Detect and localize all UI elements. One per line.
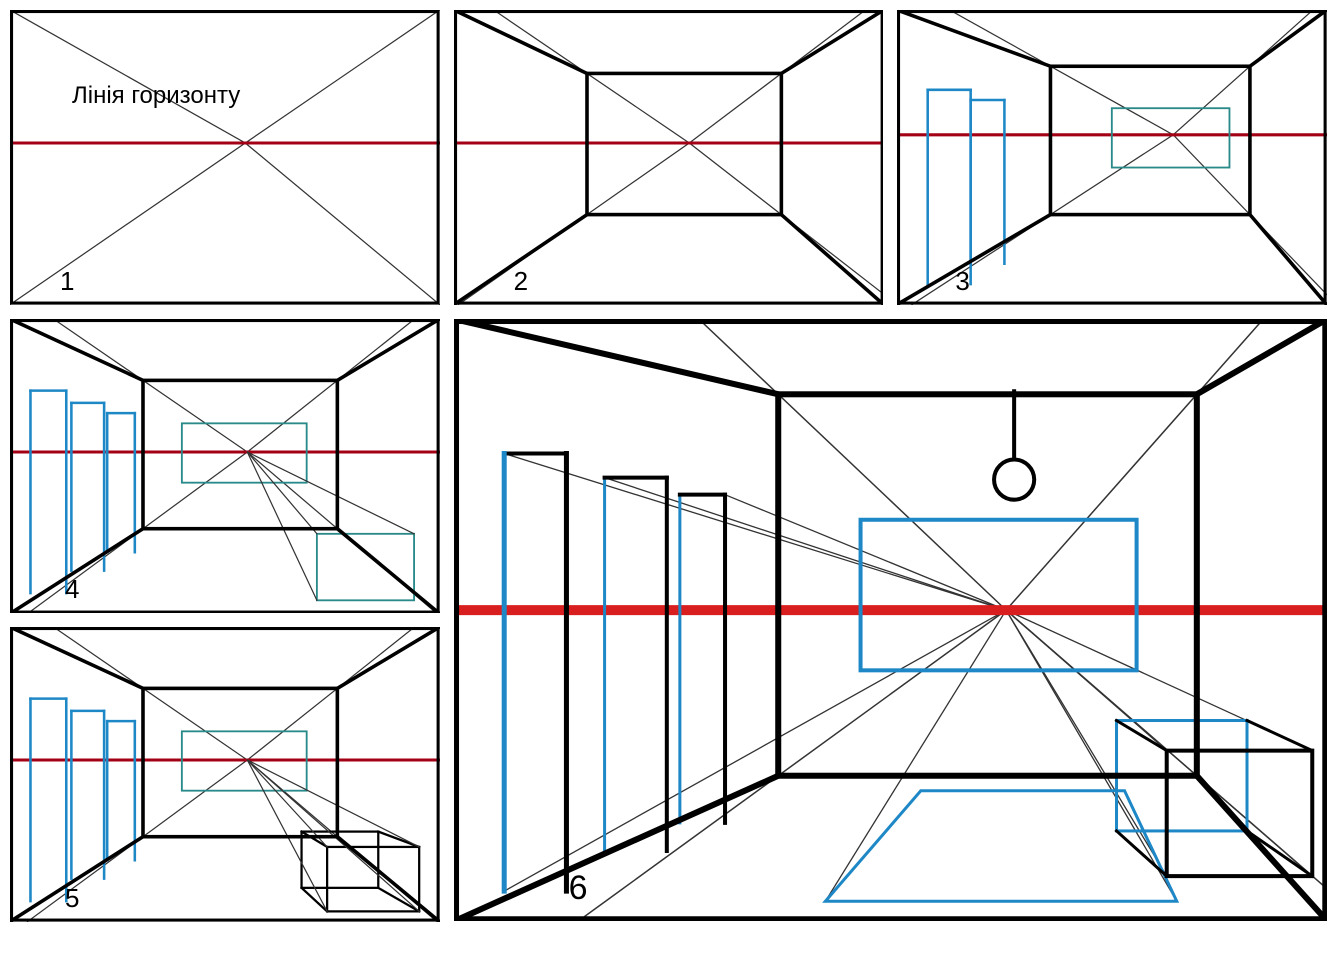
panel-6: 6 (454, 319, 1327, 922)
panel-number-1: 1 (60, 266, 74, 297)
panel-5-svg (10, 627, 440, 922)
panel-number-6: 6 (569, 869, 588, 908)
panel-number-4: 4 (65, 574, 79, 605)
panel-1-svg (10, 10, 440, 305)
panel-2: 2 (454, 10, 884, 305)
panel-4: 4 (10, 319, 440, 614)
panel-4-svg (10, 319, 440, 614)
panel-3: 3 (897, 10, 1327, 305)
panel-number-2: 2 (514, 266, 528, 297)
panel-5: 5 (10, 627, 440, 922)
panel-number-5: 5 (65, 883, 79, 914)
panel-1: Лінія горизонту 1 (10, 10, 440, 305)
panel-6-svg (454, 319, 1327, 921)
tutorial-grid: Лінія горизонту 1 2 3 4 5 6 (10, 10, 1327, 922)
horizon-label: Лінія горизонту (72, 82, 240, 111)
panel-2-svg (454, 10, 884, 305)
panel-3-svg (897, 10, 1327, 305)
panel-number-3: 3 (955, 266, 969, 297)
